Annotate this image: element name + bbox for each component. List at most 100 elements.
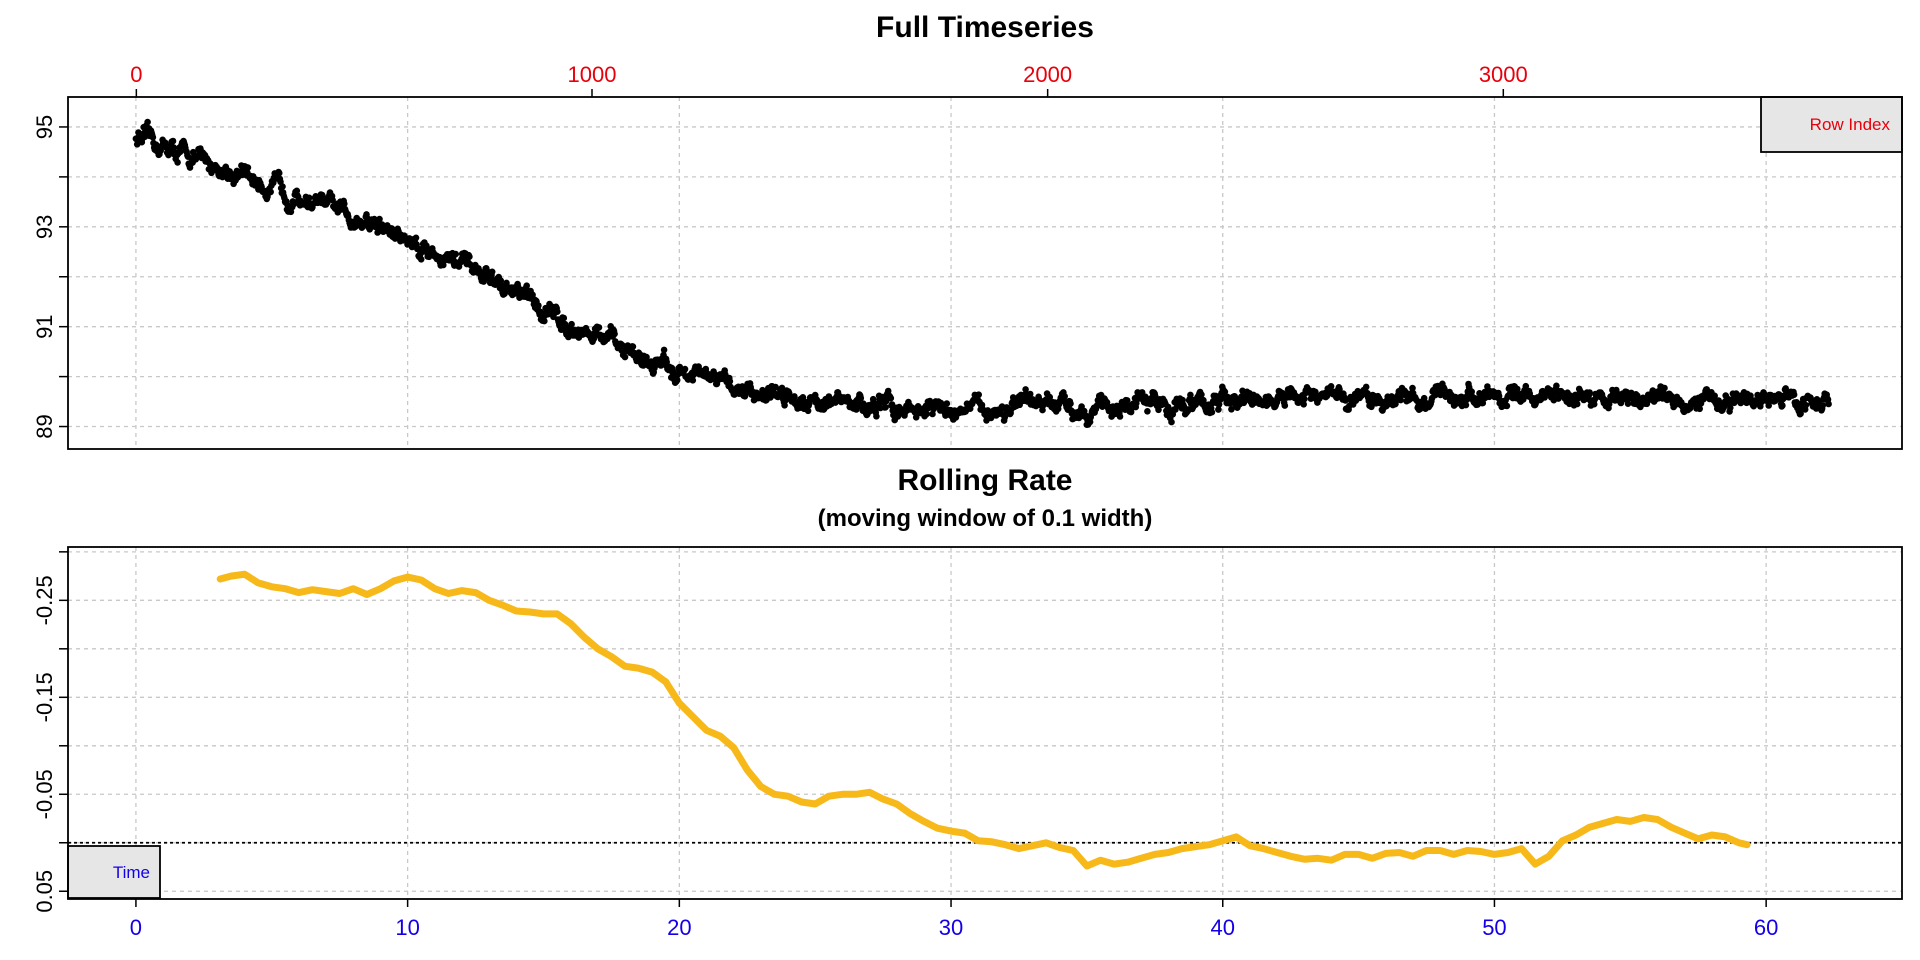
timeseries-point: [873, 413, 880, 420]
timeseries-point: [1468, 388, 1475, 396]
rolling-y-tick-label: -0.05: [32, 769, 57, 819]
timeseries-point: [1067, 400, 1074, 408]
timeseries-point: [174, 159, 181, 166]
time-tick-label: 60: [1754, 915, 1778, 940]
timeseries-point: [1462, 401, 1470, 409]
timeseries-point: [329, 196, 336, 204]
timeseries-point: [1503, 402, 1511, 410]
timeseries-point: [923, 410, 930, 418]
timeseries-point: [1123, 397, 1131, 404]
time-tick-label: 10: [395, 915, 419, 940]
timeseries-point: [1001, 414, 1009, 421]
timeseries-point: [561, 320, 569, 328]
timeseries-point: [1281, 402, 1289, 409]
timeseries-point: [1144, 408, 1151, 415]
timeseries-point: [1522, 382, 1530, 390]
row-index-tick-label: 0: [130, 62, 142, 87]
timeseries-point: [1046, 393, 1053, 401]
timeseries-point: [804, 407, 812, 415]
time-axis: 0 10 20 30 40 50 60: [130, 899, 1778, 940]
timeseries-point: [1420, 394, 1428, 402]
timeseries-y-tick-label: 91: [32, 314, 57, 338]
rolling-subtitle: (moving window of 0.1 width): [818, 505, 1153, 532]
time-tick-label: 50: [1482, 915, 1506, 940]
timeseries-point: [560, 314, 568, 322]
timeseries-point: [611, 330, 618, 338]
rolling-title: Rolling Rate: [897, 464, 1072, 497]
timeseries-panel: Full Timeseries 0 1000 2000 3000 89 91 93 95 R…: [32, 11, 1903, 450]
timeseries-point: [341, 200, 348, 208]
time-tick-label: 0: [130, 915, 142, 940]
timeseries-point: [1215, 401, 1223, 408]
timeseries-point: [1061, 393, 1068, 400]
timeseries-y-tick-label: 93: [32, 215, 57, 239]
timeseries-point: [1495, 392, 1503, 400]
timeseries-point: [590, 335, 598, 343]
time-tick-label: 20: [667, 915, 691, 940]
timeseries-point: [673, 376, 681, 384]
timeseries-point: [1793, 399, 1800, 406]
timeseries-point: [1168, 418, 1175, 426]
timeseries-point: [1026, 390, 1034, 398]
rolling-y-tick-label: -0.15: [32, 672, 57, 722]
timeseries-point: [466, 253, 473, 260]
timeseries-point: [541, 317, 548, 325]
timeseries-point: [1362, 383, 1370, 391]
timeseries-point: [1765, 402, 1772, 409]
timeseries-point: [497, 277, 505, 284]
timeseries-point: [305, 194, 313, 202]
rolling-y-tick-label: 0.05: [32, 870, 57, 913]
timeseries-point: [943, 400, 951, 407]
timeseries-point: [1573, 400, 1581, 408]
timeseries-point: [884, 387, 892, 395]
timeseries-point: [681, 365, 689, 373]
time-legend-label: Time: [113, 863, 150, 882]
timeseries-point: [1301, 395, 1308, 403]
timeseries-point: [621, 353, 629, 361]
timeseries-point: [629, 343, 637, 350]
time-tick-label: 30: [939, 915, 963, 940]
timeseries-point: [535, 302, 542, 309]
timeseries-point: [279, 183, 286, 190]
timeseries-point: [1151, 392, 1159, 400]
timeseries-point: [1661, 384, 1668, 392]
timeseries-point: [144, 118, 151, 126]
timeseries-point: [244, 164, 252, 171]
timeseries-point: [689, 377, 697, 384]
timeseries-point: [643, 353, 650, 361]
rolling-y-axis: -0.25 -0.15 -0.05 0.05: [32, 551, 68, 913]
row-index-legend: Row Index: [1760, 96, 1903, 153]
timeseries-point: [1116, 413, 1124, 420]
time-legend-box: [67, 845, 161, 899]
timeseries-point: [660, 346, 668, 354]
timeseries-point: [1779, 402, 1786, 409]
timeseries-point: [1514, 385, 1521, 393]
row-index-tick-label: 3000: [1479, 62, 1528, 87]
timeseries-title: Full Timeseries: [876, 11, 1094, 44]
timeseries-point: [275, 169, 283, 177]
timeseries-y-tick-label: 95: [32, 115, 57, 139]
timeseries-point: [417, 255, 425, 263]
timeseries-point: [975, 391, 982, 399]
timeseries-point: [887, 394, 895, 402]
time-tick-label: 40: [1210, 915, 1234, 940]
rolling-panel: Rolling Rate (moving window of 0.1 width…: [32, 464, 1903, 940]
timeseries-point: [374, 229, 381, 236]
row-index-axis: 0 1000 2000 3000: [130, 62, 1528, 97]
timeseries-point: [1790, 391, 1798, 399]
rolling-y-tick-label: -0.25: [32, 575, 57, 625]
timeseries-y-axis: 89 91 93 95: [32, 115, 68, 439]
timeseries-point: [169, 137, 177, 145]
timeseries-point: [595, 324, 603, 331]
row-index-legend-box: [1760, 96, 1903, 153]
timeseries-point: [663, 358, 670, 366]
timeseries-point: [1368, 403, 1375, 411]
rolling-frame: [67, 546, 1903, 900]
timeseries-point: [1819, 402, 1827, 409]
timeseries-point: [813, 397, 821, 404]
timeseries-point: [1336, 386, 1343, 393]
timeseries-point: [1198, 391, 1205, 398]
timeseries-point: [1696, 405, 1703, 413]
row-index-tick-label: 2000: [1023, 62, 1072, 87]
